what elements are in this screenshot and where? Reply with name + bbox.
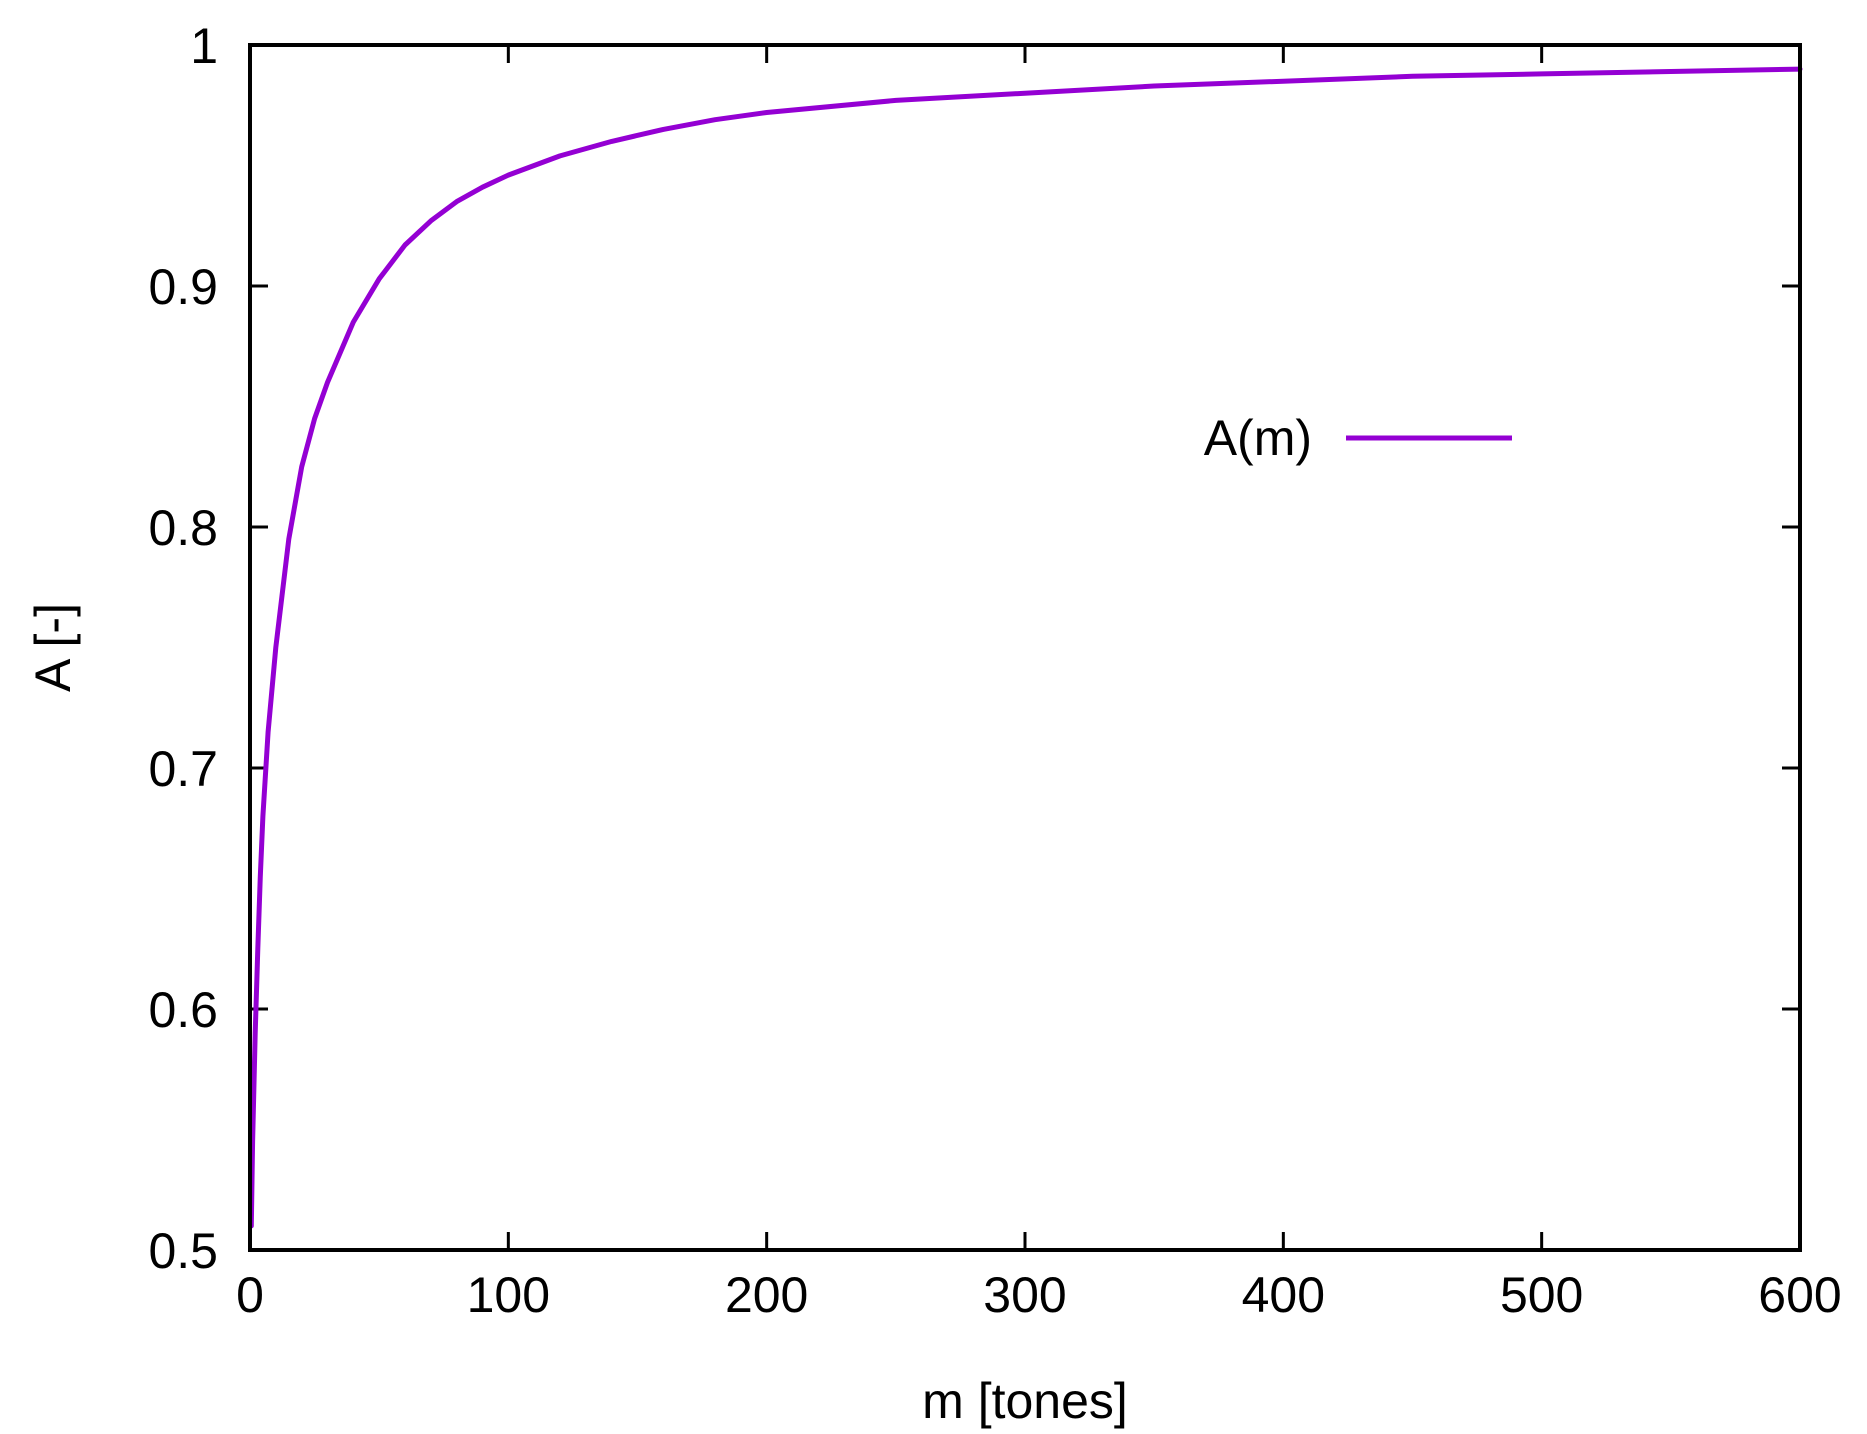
y-tick-label-1: 0.6 [148, 982, 218, 1038]
x-tick-label-3: 300 [983, 1267, 1066, 1323]
y-tick-label-4: 0.9 [148, 259, 218, 315]
series-layer [248, 66, 1803, 1229]
x-axis-label: m [tones] [922, 1373, 1128, 1429]
y-tick-label-3: 0.8 [148, 500, 218, 556]
legend: A(m) [1204, 410, 1512, 466]
series-line-0 [248, 66, 1803, 1229]
y-tick-label-0: 0.5 [148, 1223, 218, 1279]
x-tick-label-4: 400 [1242, 1267, 1325, 1323]
legend-label-a-m: A(m) [1204, 410, 1312, 466]
x-tick-label-2: 200 [725, 1267, 808, 1323]
x-tick-label-0: 0 [236, 1267, 264, 1323]
y-axis-label: A [-] [25, 603, 81, 692]
x-tick-label-5: 500 [1500, 1267, 1583, 1323]
y-tick-label-5: 1 [190, 18, 218, 74]
tick-labels: 0 100 200 300 400 500 600 0.5 0.6 0.7 0.8 0.9 1 [148, 18, 1841, 1323]
plot-frame [248, 43, 1802, 1252]
x-tick-label-6: 600 [1758, 1267, 1841, 1323]
x-tick-label-1: 100 [467, 1267, 550, 1323]
y-tick-label-2: 0.7 [148, 741, 218, 797]
